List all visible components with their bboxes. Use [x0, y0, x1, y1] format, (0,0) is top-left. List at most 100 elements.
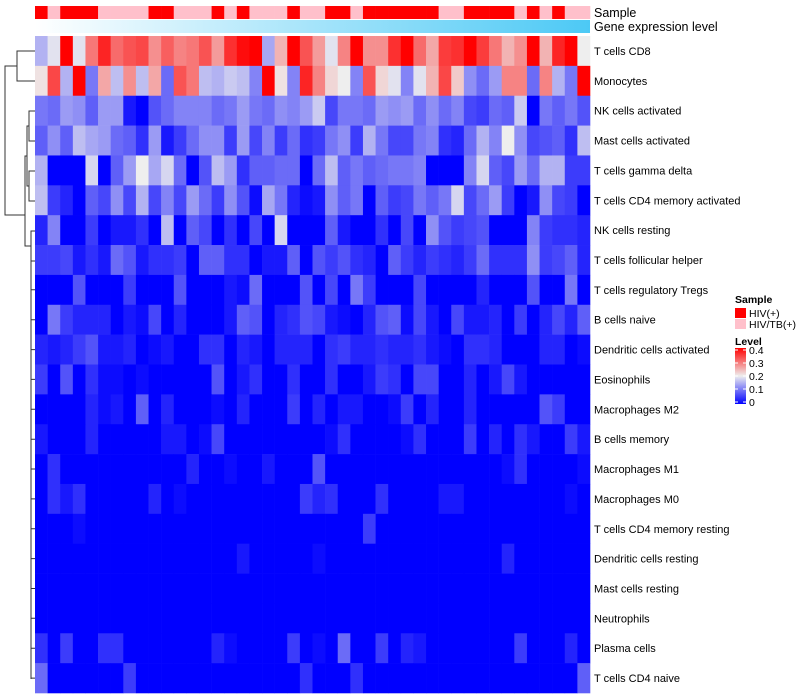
heatmap-cell [35, 543, 48, 574]
sample-annotation-cell [287, 6, 301, 19]
heatmap-cell [161, 424, 175, 455]
heatmap-cell [47, 543, 61, 574]
heatmap-cell [362, 215, 376, 246]
heatmap-cell [426, 633, 439, 664]
heatmap-cell [451, 603, 465, 634]
heatmap-cell [564, 543, 578, 574]
heatmap-cell [35, 603, 48, 634]
heatmap-cell [236, 65, 250, 97]
heatmap-cell [350, 364, 364, 395]
heatmap-cell [98, 36, 111, 67]
row-label: B cells memory [594, 434, 670, 446]
heatmap-cell [413, 245, 427, 276]
heatmap-cell [564, 304, 578, 335]
heatmap-cell [173, 663, 187, 694]
heatmap-cell [489, 95, 503, 126]
heatmap-cell [85, 304, 99, 335]
heatmap-cell [299, 573, 313, 604]
heatmap-cell [249, 424, 263, 455]
sample-annotation-cell [564, 6, 578, 19]
heatmap-cell [98, 245, 111, 276]
row-label: Plasma cells [594, 643, 656, 655]
heatmap-cell [375, 185, 389, 216]
heatmap-cell [489, 215, 503, 246]
heatmap-cell [287, 125, 301, 156]
heatmap-cell [287, 185, 301, 216]
sample-annotation-cell [47, 6, 61, 19]
heatmap-cell [451, 245, 465, 276]
heatmap-cell [350, 125, 364, 156]
heatmap-cell [287, 65, 301, 97]
heatmap-cell [47, 513, 61, 544]
heatmap-cell [426, 663, 439, 694]
heatmap-cell [312, 454, 326, 485]
row-label: Macrophages M1 [594, 464, 679, 476]
heatmap-cell [463, 364, 477, 395]
heatmap-cell [211, 573, 225, 604]
heatmap-cell [161, 483, 175, 515]
heatmap-cell [362, 364, 376, 395]
heatmap-cell [211, 274, 225, 306]
heatmap-cell [501, 454, 515, 485]
heatmap-cell [526, 513, 540, 544]
heatmap-cell [123, 304, 137, 335]
heatmap-cell [173, 125, 187, 156]
heatmap-cell [211, 125, 225, 156]
heatmap-cell [476, 36, 490, 67]
heatmap-cell [312, 245, 326, 276]
heatmap-cell [375, 663, 389, 694]
heatmap-cell [173, 633, 187, 664]
heatmap-cell [362, 95, 376, 126]
heatmap-cell [211, 155, 225, 186]
heatmap-cell [413, 125, 427, 156]
heatmap-cell [577, 245, 591, 276]
heatmap-cell [186, 663, 200, 694]
heatmap-cell [312, 304, 326, 335]
heatmap-cell [173, 185, 187, 216]
heatmap-cell [148, 125, 162, 156]
heatmap-cell [400, 334, 414, 365]
heatmap-cell [85, 364, 99, 395]
heatmap-cell [60, 185, 74, 216]
heatmap-cell [262, 454, 275, 485]
heatmap-cell [325, 633, 339, 664]
heatmap-cell [526, 65, 540, 97]
sample-annotation-cell [211, 6, 225, 19]
heatmap-cell [85, 483, 99, 515]
heatmap-cell [72, 304, 86, 335]
heatmap-cell [72, 125, 86, 156]
heatmap-cell [526, 663, 540, 694]
heatmap-cell [161, 274, 175, 306]
row-label: Neutrophils [594, 613, 650, 625]
heatmap-cell [337, 424, 351, 455]
row-label: B cells naive [594, 315, 656, 327]
heatmap-cell [362, 155, 376, 186]
heatmap-cell [161, 334, 175, 365]
heatmap-cell [249, 454, 263, 485]
row-label: T cells follicular helper [594, 255, 703, 267]
heatmap-cell [161, 394, 175, 425]
heatmap-cell [173, 573, 187, 604]
heatmap-cell [539, 424, 553, 455]
heatmap-cell [577, 185, 591, 216]
heatmap-cell [287, 424, 301, 455]
heatmap-cell [400, 245, 414, 276]
heatmap-cell [577, 364, 591, 395]
heatmap-cell [438, 483, 452, 515]
heatmap-cell [262, 274, 275, 306]
heatmap-cell [262, 36, 275, 67]
heatmap-cell [312, 125, 326, 156]
heatmap-cell [287, 633, 301, 664]
heatmap-cell [337, 36, 351, 67]
heatmap-cell [98, 513, 111, 544]
heatmap-cell [47, 633, 61, 664]
heatmap-cell [299, 603, 313, 634]
heatmap-cell [476, 663, 490, 694]
heatmap-cell [287, 155, 301, 186]
heatmap-cell [249, 185, 263, 216]
sample-annotation-cell [236, 6, 250, 19]
heatmap-cell [325, 543, 339, 574]
heatmap-cell [123, 364, 137, 395]
heatmap-cell [362, 304, 376, 335]
heatmap-cell [577, 36, 591, 67]
